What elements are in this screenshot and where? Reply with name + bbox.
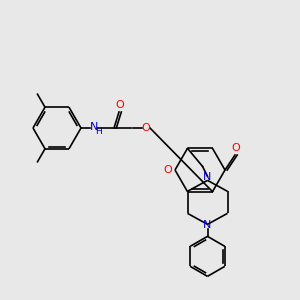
Text: O: O — [116, 100, 124, 110]
Text: O: O — [232, 143, 240, 153]
Text: N: N — [90, 122, 98, 132]
Text: N: N — [203, 220, 212, 230]
Text: H: H — [94, 128, 101, 136]
Text: O: O — [164, 165, 172, 175]
Text: N: N — [203, 172, 212, 182]
Text: O: O — [142, 123, 150, 133]
